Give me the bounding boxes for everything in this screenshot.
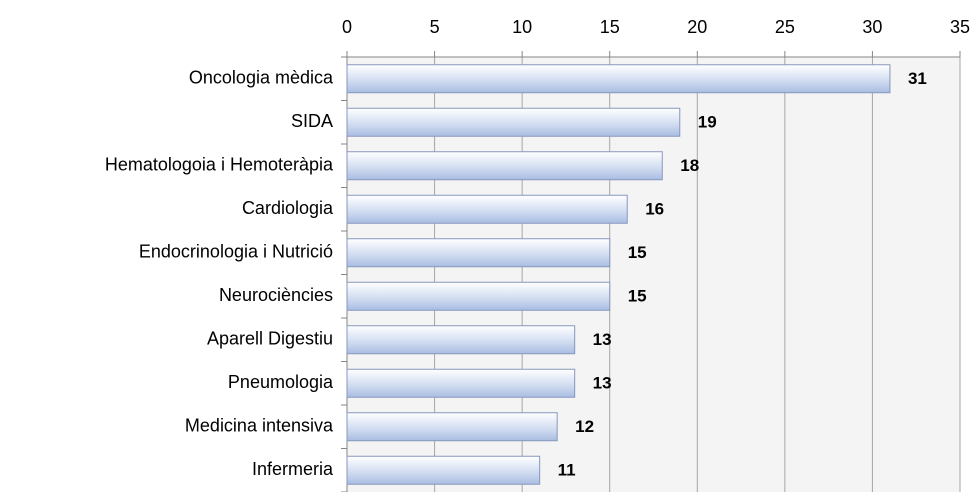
x-tick-label: 30 — [862, 17, 882, 37]
x-tick-label: 35 — [950, 17, 970, 37]
x-tick-label: 5 — [430, 17, 440, 37]
bar — [346, 281, 611, 311]
x-tick-label: 20 — [687, 17, 707, 37]
y-tick-label: Hematologoia i Hemoteràpia — [105, 155, 334, 175]
bar — [346, 194, 628, 224]
value-label: 18 — [680, 156, 699, 175]
y-tick-label: Oncologia mèdica — [189, 68, 334, 88]
value-label: 12 — [575, 417, 594, 436]
y-tick-label: Cardiologia — [242, 198, 334, 218]
x-tick-label: 0 — [342, 17, 352, 37]
value-label: 13 — [593, 330, 612, 349]
y-tick-label: Neurociències — [219, 285, 333, 305]
y-tick-label: Infermeria — [252, 459, 334, 479]
bar — [346, 412, 558, 442]
x-tick-label: 15 — [600, 17, 620, 37]
bar — [346, 325, 576, 355]
value-label: 15 — [628, 243, 647, 262]
value-label: 13 — [593, 374, 612, 393]
value-label: 31 — [908, 69, 927, 88]
y-tick-label: Pneumologia — [228, 372, 334, 392]
bar — [346, 368, 576, 398]
bar — [346, 151, 663, 181]
x-tick-label: 25 — [775, 17, 795, 37]
y-tick-label: Endocrinologia i Nutrició — [139, 242, 333, 262]
value-label: 11 — [558, 461, 576, 480]
y-tick-label: Aparell Digestiu — [207, 329, 333, 349]
bar — [346, 455, 541, 485]
y-tick-label: Medicina intensiva — [185, 416, 334, 436]
bar — [346, 64, 891, 94]
bar — [346, 238, 611, 268]
y-tick-label: SIDA — [291, 111, 333, 131]
bar — [346, 107, 681, 137]
value-label: 15 — [628, 287, 647, 306]
value-label: 16 — [645, 200, 664, 219]
x-tick-label: 10 — [512, 17, 532, 37]
value-label: 19 — [698, 113, 717, 132]
